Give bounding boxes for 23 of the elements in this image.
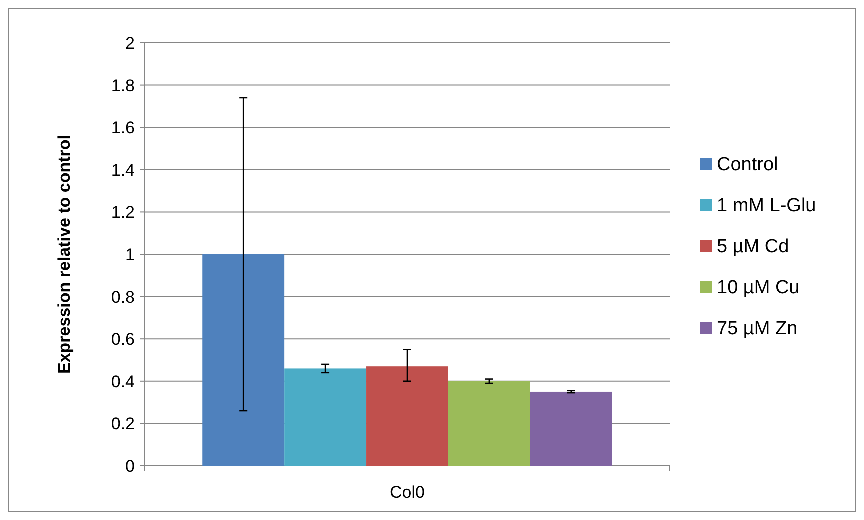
legend-label: 5 µM Cd: [717, 236, 790, 258]
y-axis-title: Expression relative to control: [55, 134, 74, 374]
legend-label: Control: [717, 154, 778, 176]
y-tick-label: 1.4: [111, 160, 135, 180]
y-tick-label: 1: [126, 245, 135, 264]
legend-label: 75 µM Zn: [717, 318, 798, 340]
bar: [366, 366, 448, 466]
x-tick-label: Col0: [390, 483, 425, 502]
y-tick-label: 1.2: [111, 203, 135, 222]
y-tick-label: 1.6: [111, 118, 135, 138]
bar: [448, 381, 530, 466]
y-tick-label: 0: [126, 456, 135, 476]
y-tick-label: 1.8: [111, 76, 135, 96]
y-tick-label: 0.4: [111, 372, 135, 392]
bar: [284, 368, 367, 466]
bar: [202, 254, 285, 466]
legend-label: 1 mM L-Glu: [717, 196, 816, 217]
legend-label: 10 µM Cu: [717, 278, 800, 299]
bar: [530, 392, 612, 466]
y-tick-label: 2: [126, 34, 135, 53]
y-tick-label: 0.2: [111, 414, 135, 434]
y-tick-label: 0.6: [111, 330, 135, 350]
y-tick-label: 0.8: [111, 288, 135, 307]
